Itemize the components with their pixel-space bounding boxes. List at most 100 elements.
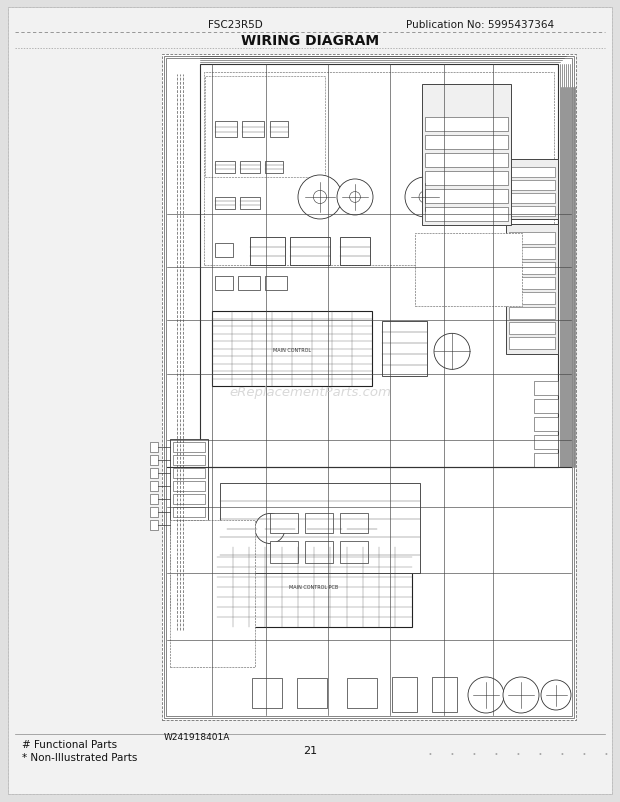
Text: .: . — [538, 743, 542, 758]
Bar — [265, 161, 283, 173]
Bar — [170, 595, 208, 609]
Bar — [534, 417, 558, 431]
Bar — [173, 520, 205, 530]
Text: 21: 21 — [303, 745, 317, 755]
Bar — [534, 435, 558, 449]
Circle shape — [313, 191, 327, 205]
Bar — [509, 247, 555, 259]
Bar — [347, 519, 377, 539]
Bar — [415, 234, 522, 306]
Bar — [265, 519, 295, 539]
Bar — [220, 484, 420, 573]
Circle shape — [255, 514, 285, 544]
Bar — [252, 678, 282, 708]
Bar — [170, 555, 208, 569]
Bar — [170, 575, 208, 589]
Text: MAIN CONTROL: MAIN CONTROL — [273, 347, 311, 352]
Circle shape — [337, 180, 373, 216]
Bar — [173, 507, 205, 516]
Bar — [509, 168, 555, 177]
Text: WIRING DIAGRAM: WIRING DIAGRAM — [241, 34, 379, 48]
Bar — [534, 382, 558, 395]
Bar — [173, 455, 205, 465]
Bar — [347, 678, 377, 708]
Bar — [173, 442, 205, 452]
Circle shape — [503, 677, 539, 713]
Bar — [215, 198, 235, 210]
Bar — [170, 520, 255, 667]
Bar — [150, 494, 158, 504]
Bar — [534, 453, 558, 468]
Text: .: . — [560, 743, 564, 758]
Bar — [509, 277, 555, 290]
Text: MAIN CONTROL PCB: MAIN CONTROL PCB — [290, 585, 339, 589]
Text: FSC23R5D: FSC23R5D — [208, 20, 262, 30]
Bar — [215, 161, 235, 173]
Bar — [509, 180, 555, 190]
Bar — [392, 677, 417, 712]
Bar — [215, 244, 233, 258]
Bar — [217, 547, 412, 627]
Bar — [506, 225, 558, 354]
Bar — [150, 481, 158, 491]
Circle shape — [405, 178, 445, 217]
Bar — [173, 494, 205, 504]
Bar — [270, 542, 298, 564]
Bar — [509, 322, 555, 334]
Bar — [164, 57, 574, 718]
Bar — [340, 542, 368, 564]
Bar — [240, 161, 260, 173]
Bar — [425, 154, 508, 168]
Bar — [162, 55, 576, 720]
Bar — [173, 468, 205, 478]
Text: .: . — [472, 743, 476, 758]
Text: .: . — [516, 743, 520, 758]
Circle shape — [419, 192, 431, 204]
Bar — [425, 190, 508, 204]
Text: Publication No: 5995437364: Publication No: 5995437364 — [406, 20, 554, 30]
Circle shape — [541, 680, 571, 710]
Bar — [509, 206, 555, 217]
Bar — [150, 507, 158, 516]
Text: W241918401A: W241918401A — [164, 732, 231, 741]
Bar — [432, 677, 457, 712]
Bar — [509, 233, 555, 245]
Bar — [270, 514, 298, 534]
Bar — [340, 514, 368, 534]
Bar — [200, 65, 558, 468]
Circle shape — [298, 176, 342, 220]
Bar — [227, 519, 257, 539]
Bar — [297, 678, 327, 708]
Bar — [270, 121, 288, 137]
Bar — [305, 514, 333, 534]
Bar — [215, 277, 233, 290]
Text: .: . — [428, 743, 432, 758]
Circle shape — [468, 677, 504, 713]
Text: .: . — [494, 743, 498, 758]
Bar — [509, 293, 555, 304]
Bar — [150, 442, 158, 452]
Bar — [425, 118, 508, 132]
Bar — [205, 77, 325, 177]
Bar — [534, 399, 558, 413]
Bar — [204, 73, 554, 266]
Bar — [509, 193, 555, 204]
Bar — [509, 262, 555, 274]
Bar — [340, 238, 370, 266]
Bar — [166, 59, 572, 716]
Bar — [425, 208, 508, 222]
Bar — [305, 542, 333, 564]
Bar — [506, 160, 558, 220]
Bar — [422, 85, 512, 226]
Bar — [509, 307, 555, 319]
Bar — [150, 468, 158, 478]
Bar — [238, 277, 260, 290]
Text: * Non-Illustrated Parts: * Non-Illustrated Parts — [22, 752, 138, 762]
Text: eReplacementParts.com: eReplacementParts.com — [229, 386, 391, 399]
Bar — [215, 121, 237, 137]
Bar — [170, 439, 208, 534]
Bar — [162, 55, 576, 720]
Bar — [250, 238, 285, 266]
Text: # Functional Parts: # Functional Parts — [22, 739, 117, 749]
Bar — [382, 322, 427, 377]
